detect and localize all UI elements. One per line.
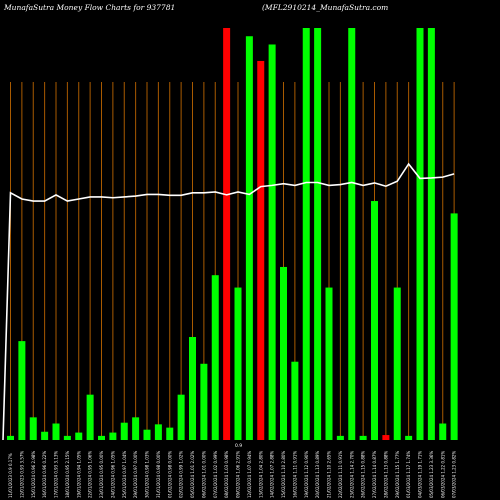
x-tick-label: 23/01/2024 0.95 0.00% [99,451,104,498]
bar [52,423,60,440]
site-label: (MFL2910214_MunafaSutra.com [262,3,389,12]
x-tick-label: 27/02/2024 1.14 0.87% [372,451,377,498]
bars [7,28,458,441]
x-tick-label: 20/02/2024 1.13 0.89% [315,451,320,498]
bar [7,435,14,440]
x-tick-label: 06/02/2024 1.01 0.00% [201,451,206,498]
x-tick-label: 07/02/2024 1.02 0.99% [213,451,218,498]
bar [75,432,83,440]
x-tick-label: 15/01/2024 0.96 2.98% [31,451,36,498]
bar [109,432,117,440]
bar [439,423,447,440]
x-tick-label: 05/02/2024 1.01 2.02% [190,451,195,498]
bar [86,394,94,440]
bar [166,427,174,440]
bar [359,435,367,440]
x-tick-label: 23/02/2024 1.14 2.70% [349,451,354,498]
bar [280,266,287,440]
line-value-label: 0.9 [235,443,242,449]
bar [98,435,105,440]
x-tick-label: 04/03/2024 1.19 1.71% [418,451,423,498]
x-tick-label: 06/03/2024 1.22 0.81% [440,451,445,498]
flow-line: 0.9 [2,162,455,449]
x-tick-label: 18/01/2024 0.95 2.15% [65,451,70,498]
bar [371,201,378,440]
x-tick-label: 09/02/2024 1.06 2.91% [236,451,241,498]
x-tick-label: 16/01/2024 0.96 0.22% [42,451,47,498]
x-tick-label: 28/02/2024 1.13 0.88% [383,451,388,498]
x-tick-label: 22/01/2024 0.95 1.06% [88,451,93,498]
x-tick-label: 16/02/2024 1.11 0.91% [292,451,297,498]
x-tick-label: 05/03/2024 1.23 3.36% [429,451,434,498]
x-tick-label: 01/02/2024 0.98 0.00% [167,451,172,498]
bar [245,36,253,441]
bar [416,28,424,440]
x-tick-label: 13/02/2024 1.04 2.80% [258,451,263,498]
bar [143,429,151,440]
bar [427,28,435,440]
bar [336,435,344,440]
bar [450,213,458,440]
x-tick-label: 26/02/2024 1.15 0.88% [361,451,366,498]
x-tick-label: 12/01/2023 0.93 3.57% [19,451,24,498]
bar [132,417,140,440]
x-tick-label: 29/01/2024 0.97 0.00% [133,451,138,498]
bar [314,28,322,440]
x-tick-label: 07/03/2024 1.23 0.82% [452,451,457,498]
x-tick-label: 24/01/2024 0.96 1.05% [110,451,115,498]
x-tick-label: 15/02/2024 1.10 2.80% [281,451,286,498]
x-tick-label: 25/01/2024 0.97 1.04% [122,451,127,498]
bar [234,287,242,440]
bar [291,361,299,440]
x-tick-labels: 11/01/2023 0.9 0.17% 12/01/2023 0.93 3.57… [8,451,457,498]
money-flow-line [2,162,455,441]
bar [257,60,265,441]
grid-lines [10,82,455,440]
bar [211,275,219,440]
x-tick-label: 02/02/2024 0.99 1.02% [179,451,184,498]
bar [223,28,231,440]
x-tick-label: 11/01/2023 0.9 0.17% [8,453,13,498]
bar [200,363,208,440]
x-tick-label: 01/03/2024 1.17 1.74% [406,451,411,498]
x-tick-label: 21/02/2024 1.10 2.65% [327,451,332,498]
x-tick-label: 14/02/2024 1.07 2.88% [270,451,275,498]
bar [18,341,26,440]
bar [120,422,128,440]
x-tick-label: 31/01/2024 0.98 0.00% [156,451,161,498]
bar [302,28,310,440]
bar [382,435,390,440]
x-tick-label: 30/01/2024 0.98 1.03% [145,451,150,498]
bar [268,44,276,440]
x-tick-label: 19/02/2024 1.12 0.90% [304,451,309,498]
x-tick-label: 08/02/2024 1.03 0.98% [224,451,229,498]
bar [325,287,333,440]
bar [393,287,401,440]
bar [63,435,71,440]
bar [29,417,37,440]
bar [154,424,162,440]
bar [348,28,356,440]
x-tick-label: 19/01/2024 0.94 1.05% [76,451,81,498]
bar [189,337,196,440]
bar [177,394,185,440]
bar [41,431,49,440]
x-tick-label: 29/02/2024 1.15 1.77% [395,451,400,498]
x-tick-label: 17/01/2024 0.93 3.13% [54,451,59,498]
x-tick-label: 12/02/2024 1.07 0.94% [247,451,252,498]
bar [405,435,413,440]
x-tick-label: 22/02/2024 1.11 0.91% [338,451,343,498]
chart-title: MunafaSutra Money Flow Charts for 937781 [4,3,176,12]
